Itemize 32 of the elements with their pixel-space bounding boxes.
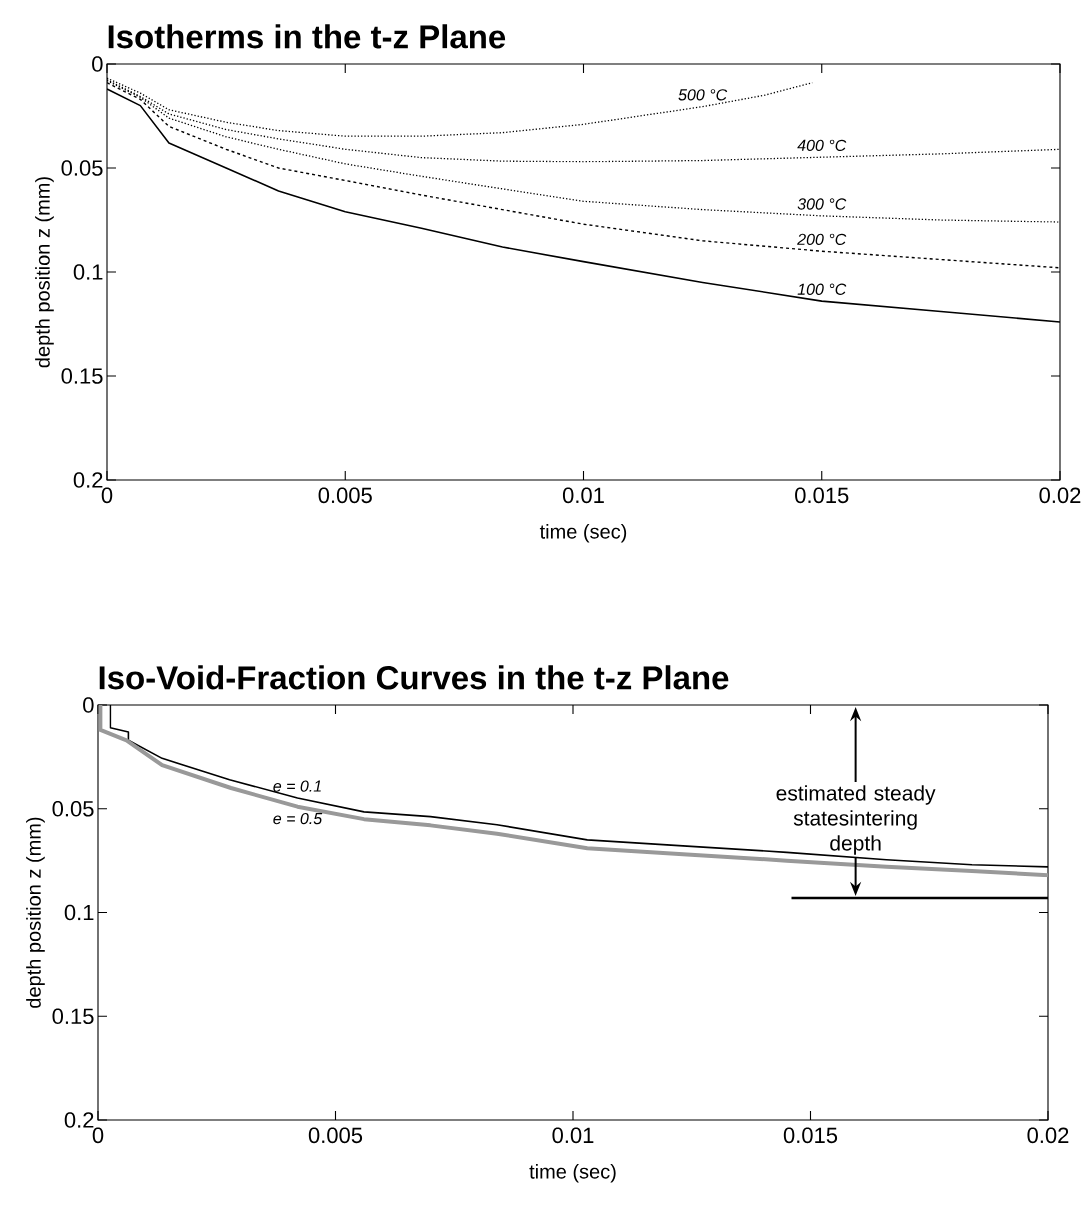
ref-line-label: estimated steady statesintering depth (776, 785, 936, 855)
x-tick-label: 0.02 (1027, 1127, 1069, 1144)
series-label: 100 °C (797, 283, 847, 295)
series-label: e = 0.5 (273, 812, 323, 825)
series-label: 400 °C (797, 139, 847, 151)
x-axis-title: time (sec) (529, 1163, 616, 1183)
x-tick-label: 0.015 (783, 1127, 838, 1144)
y-axis-title: depth position z (mm) (26, 817, 45, 1008)
x-tick-label: 0.015 (795, 487, 849, 504)
series-label: 200 °C (797, 233, 847, 246)
y-axis-title: depth position z (mm) (35, 177, 54, 368)
chart-title: Isotherms in the t-z Plane (108, 24, 506, 49)
x-tick-label: 0.005 (308, 1127, 363, 1144)
chart-title: Iso-Void-Fraction Curves in the t-z Plane (99, 665, 729, 690)
x-tick-label: 0.005 (318, 487, 372, 504)
y-tick-label: 0.2 (73, 472, 103, 488)
y-tick-label: 0.05 (52, 800, 94, 817)
series-label: e = 0.1 (273, 780, 321, 792)
series-label: 500 °C (678, 89, 728, 101)
y-tick-label: 0.05 (61, 160, 103, 176)
x-tick-label: 0.01 (562, 487, 604, 504)
x-axis-title: time (sec) (539, 523, 627, 543)
y-tick-label: 0 (92, 56, 103, 72)
y-tick-label: 0.2 (64, 1112, 94, 1128)
series-label: 300 °C (797, 198, 847, 210)
y-tick-label: 0.1 (73, 264, 103, 280)
x-tick-label: 0.01 (552, 1127, 594, 1144)
y-tick-label: 0 (83, 697, 94, 713)
y-tick-label: 0.1 (64, 904, 94, 921)
y-tick-label: 0.15 (61, 368, 103, 384)
y-tick-label: 0.15 (52, 1008, 94, 1025)
x-tick-label: 0.02 (1039, 487, 1081, 504)
